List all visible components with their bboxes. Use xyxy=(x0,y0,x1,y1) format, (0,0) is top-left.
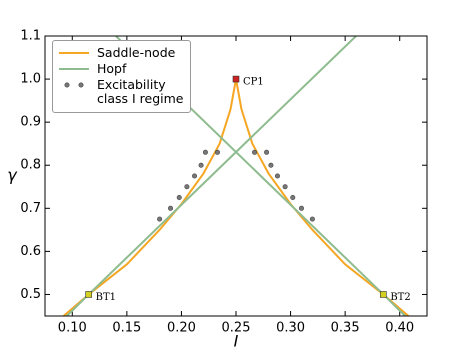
x-tick-label: 0.15 xyxy=(112,321,141,336)
y-tick-label: 0.7 xyxy=(20,201,41,216)
y-tick-label: 1.1 xyxy=(20,29,41,44)
legend-marker xyxy=(78,82,84,88)
excitability-point xyxy=(157,216,163,222)
annotation-label: CP1 xyxy=(243,77,264,88)
excitability-point xyxy=(214,149,220,155)
legend-entry: Excitability class I regime xyxy=(57,78,184,106)
legend-label: Saddle-node xyxy=(97,45,176,60)
excitability-point xyxy=(252,149,258,155)
annotation-marker xyxy=(232,75,240,83)
excitability-point xyxy=(176,195,182,201)
excitability-point xyxy=(298,205,304,211)
x-tick-label: 0.25 xyxy=(222,321,251,336)
excitability-point xyxy=(268,162,274,168)
excitability-point xyxy=(168,205,174,211)
x-tick-label: 0.35 xyxy=(331,321,360,336)
x-tick-label: 0.40 xyxy=(385,321,414,336)
x-axis-label: I xyxy=(234,332,239,351)
excitability-point xyxy=(264,149,270,155)
legend-label: Hopf xyxy=(97,61,127,76)
x-tick-label: 0.30 xyxy=(276,321,305,336)
excitability-point xyxy=(202,149,208,155)
annotation-label: BT2 xyxy=(390,292,410,303)
excitability-point xyxy=(192,173,198,179)
y-tick-label: 0.9 xyxy=(20,115,41,130)
legend-swatch xyxy=(59,52,89,54)
y-axis-label: γ xyxy=(7,166,18,185)
y-tick-label: 0.6 xyxy=(20,244,41,259)
y-tick-label: 0.8 xyxy=(20,158,41,173)
excitability-point xyxy=(184,184,190,190)
excitability-point xyxy=(290,195,296,201)
x-tick-label: 0.10 xyxy=(58,321,87,336)
legend-swatch xyxy=(59,68,89,70)
y-tick-label: 0.5 xyxy=(20,287,41,302)
legend: Saddle-node Hopf Excitability class I regi… xyxy=(52,40,191,113)
excitability-point xyxy=(198,162,204,168)
legend-swatch xyxy=(64,82,84,88)
legend-label: Excitability class I regime xyxy=(97,77,184,106)
excitability-point xyxy=(309,216,315,222)
plot-frame xyxy=(44,35,428,317)
y-tick-label: 1.0 xyxy=(20,72,41,87)
legend-entry: Hopf xyxy=(57,62,184,76)
annotation-label: BT1 xyxy=(96,292,116,303)
curve xyxy=(62,78,410,316)
legend-marker xyxy=(64,82,70,88)
excitability-point xyxy=(274,173,280,179)
annotation-marker xyxy=(380,291,387,298)
annotation-marker xyxy=(85,291,92,298)
excitability-point xyxy=(282,184,288,190)
x-tick-label: 0.20 xyxy=(167,321,196,336)
legend-entry: Saddle-node xyxy=(57,46,184,60)
